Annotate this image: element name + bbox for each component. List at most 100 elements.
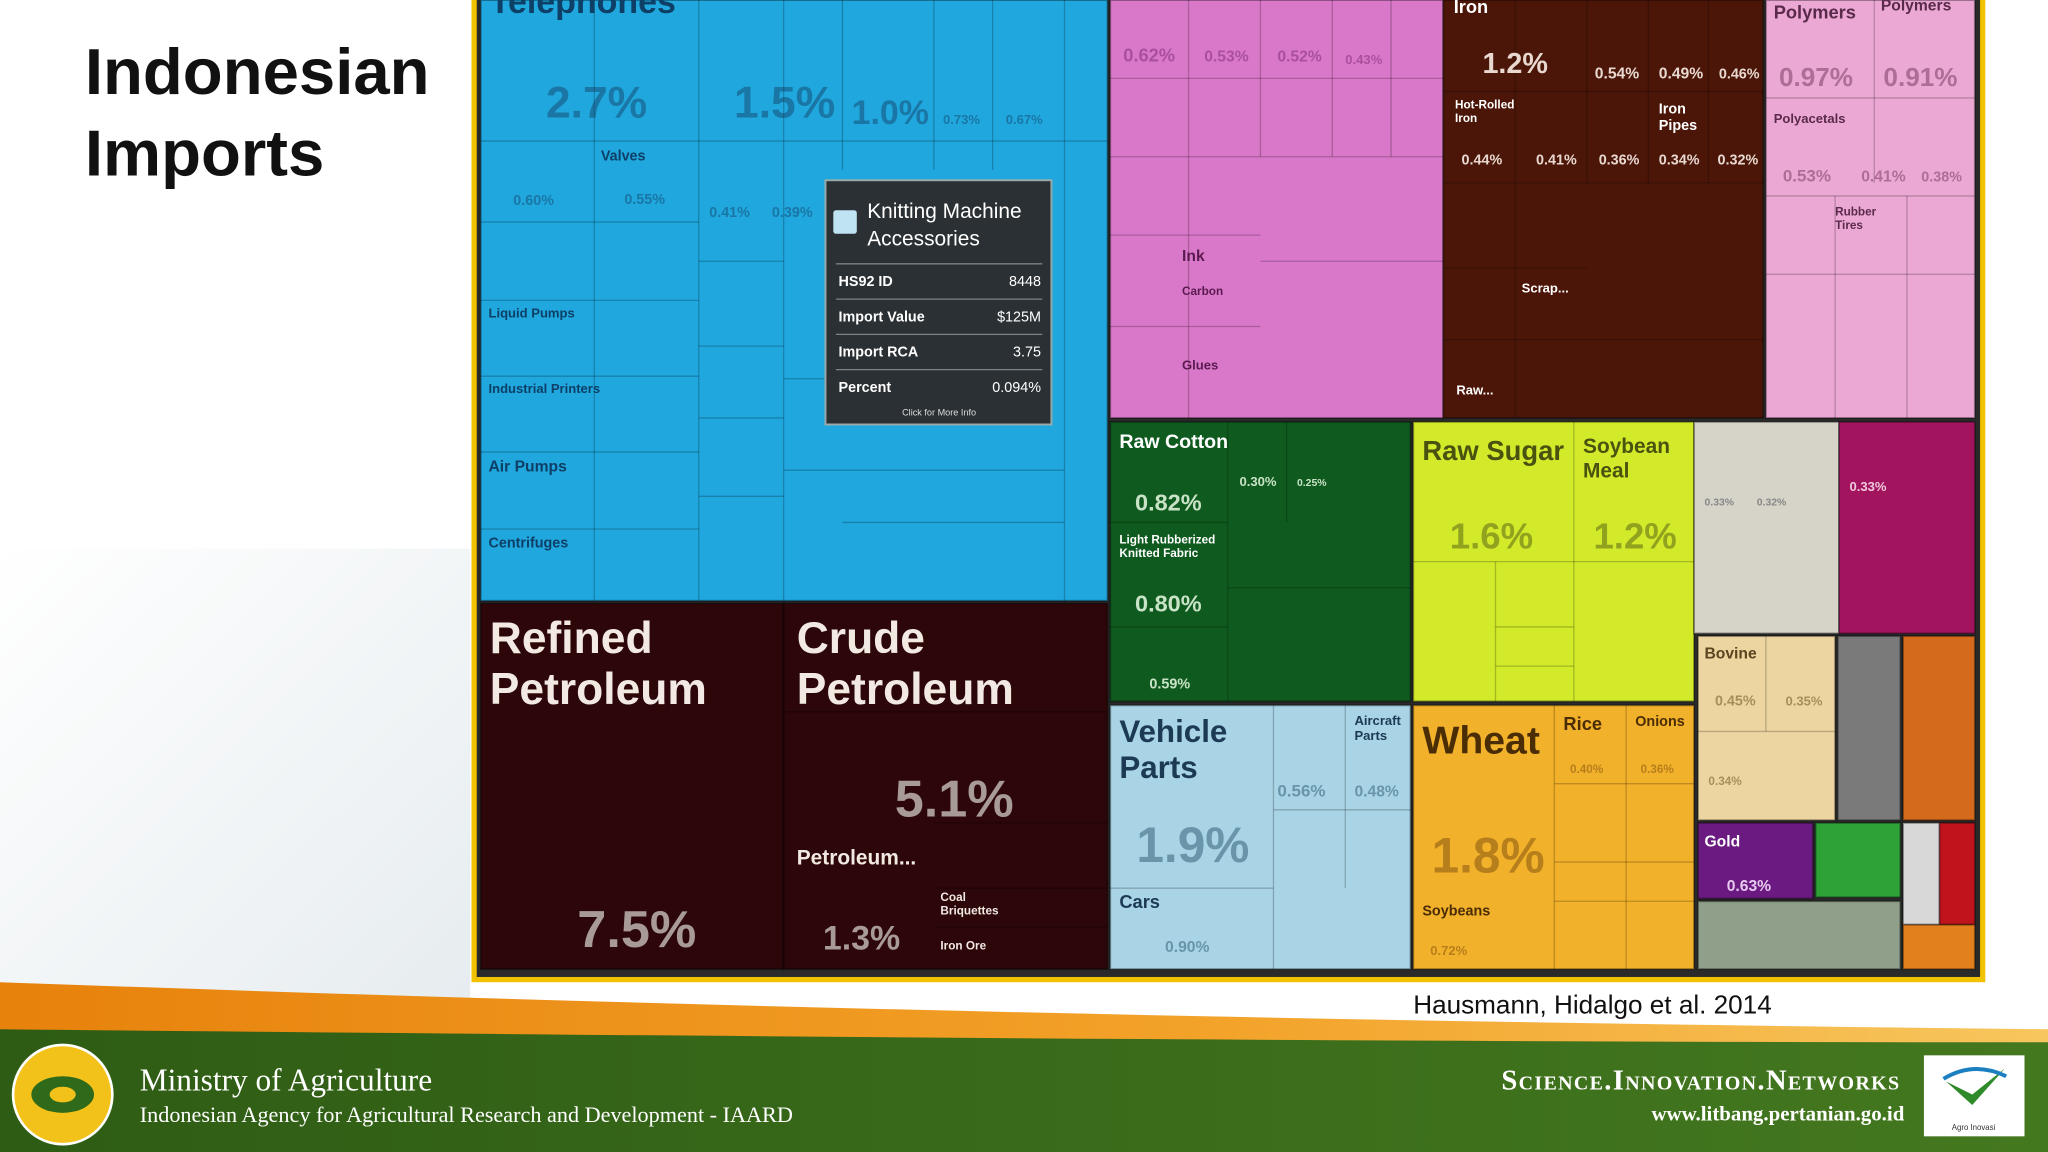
cell-label: 0.55% [624,192,665,208]
treemap-cell [1836,635,1902,822]
tooltip-note: Click for More Info [902,407,976,417]
cell-label: Raw... [1456,382,1493,397]
agro-logo: Agro Inovasi [1923,1055,2025,1137]
treemap-cell [1696,821,1814,900]
slide-title: Indonesian Imports [85,35,448,190]
cell-label: Telephones [490,0,676,21]
cell-label: 0.33% [1849,479,1886,494]
cell-label: 0.62% [1123,44,1175,65]
cell-label: 0.46% [1719,66,1760,82]
cell-label: Aircraft Parts [1354,713,1404,743]
cell-label: Bovine [1704,645,1756,662]
tooltip: Knitting Machine Accessories HS92 ID 8448 I… [824,179,1053,426]
treemap-cell [782,602,1109,971]
cell-label: Hot-Rolled Iron [1455,98,1518,125]
cell-label: Iron Ore [940,940,986,953]
treemap-cell [1902,923,1976,971]
logo-center [49,1086,76,1103]
cell-label: 0.41% [1536,153,1577,169]
cell-label: 0.32% [1718,153,1759,169]
cell-label: 0.34% [1659,153,1700,169]
agro-logo-text: Agro Inovasi [1952,1123,1996,1132]
cell-label: Petroleum... [797,847,916,870]
cell-label: 0.67% [1006,112,1043,127]
footer-website: www.litbang.pertanian.go.id [1651,1102,1904,1126]
footer-band [0,1029,2048,1152]
cell-label: Rice [1563,713,1602,734]
cell-label: 0.36% [1599,153,1640,169]
treemap-cell [1902,821,1941,926]
treemap-cell [1109,0,1445,419]
cell-label: 0.53% [1783,167,1831,186]
cell-label: 0.45% [1715,693,1756,709]
cell-label: 0.90% [1165,939,1209,956]
cell-label: Glues [1182,358,1218,373]
cell-label: Gold [1704,833,1740,850]
cell-label: 2.7% [546,79,647,128]
cell-label: Carbon [1182,285,1223,298]
tooltip-value: 0.094% [992,380,1041,396]
cell-label: Crude Petroleum [797,614,1014,714]
cell-label: Soybeans [1422,904,1490,920]
cell-label: 0.91% [1883,62,1957,92]
treemap-cell [1442,0,1765,419]
cell-label: Industrial Printers [488,381,600,396]
tooltip-title: Knitting Machine Accessories [867,200,1027,250]
cell-label: Iron [1454,0,1489,17]
cell-label: Soybean Meal [1583,435,1676,482]
cell-label: 0.80% [1135,590,1202,616]
cell-label: Raw Cotton [1119,431,1228,453]
cell-label: Polymers [1881,0,1952,14]
citation: Hausmann, Hidalgo et al. 2014 [1413,990,1772,1020]
cell-label: 0.41% [709,205,750,221]
tooltip-box [824,179,1053,426]
cell-label: 0.33% [1704,497,1734,508]
cell-label: Light Rubberized Knitted Fabric [1119,533,1218,560]
cell-label: 0.97% [1779,62,1853,92]
cell-label: Polyacetals [1774,111,1846,126]
cell-label: Coal Briquettes [940,891,999,918]
treemap-cell [1938,821,1976,926]
treemap-cell [1109,704,1412,971]
cell-label: Valves [601,149,646,165]
tooltip-value: 3.75 [1013,345,1041,361]
footer-organization: Ministry of Agriculture [140,1063,432,1098]
cell-label: Onions [1635,714,1684,730]
cell-label: 0.63% [1727,878,1771,895]
cell-label: 0.25% [1297,478,1327,489]
cell-label: Refined Petroleum [490,614,707,714]
cell-label: Scrap... [1522,281,1569,296]
treemap-cell [1902,635,1976,822]
cell-label: 0.82% [1135,490,1202,516]
cell-label: 0.72% [1430,943,1467,958]
treemap-cell [1814,821,1902,899]
cell-label: 0.35% [1785,693,1822,708]
treemap-cell [479,602,785,971]
cell-label: 0.53% [1204,48,1248,65]
cell-label: Wheat [1422,720,1540,763]
cell-label: 0.60% [513,193,554,209]
agro-logo-arc [1942,1067,2008,1081]
tooltip-value: 8448 [1009,274,1041,290]
cell-label: 1.5% [734,79,835,128]
cell-label: 0.39% [772,205,813,221]
treemap-cell [1109,420,1412,703]
cell-label: 0.30% [1240,474,1277,489]
cell-label: 0.41% [1861,169,1905,186]
tooltip-value: $125M [997,309,1041,325]
cell-label: 0.73% [943,112,980,127]
cell-label: 0.36% [1640,763,1674,776]
agro-logo-check [1946,1068,2005,1105]
cell-label: 0.49% [1659,65,1703,82]
tooltip-key: HS92 ID [839,274,893,290]
footer-tagline: Science.Innovation.Networks [1501,1064,1900,1096]
cell-label: 1.9% [1136,817,1249,873]
cell-label: Air Pumps [488,459,567,476]
cell-label: Centrifuges [488,535,568,551]
tooltip-key: Import RCA [839,345,919,361]
treemap-cell [1412,704,1696,971]
cell-label: Liquid Pumps [488,305,574,320]
cell-label: Ink [1182,248,1205,265]
cell-label: 0.43% [1345,52,1382,67]
